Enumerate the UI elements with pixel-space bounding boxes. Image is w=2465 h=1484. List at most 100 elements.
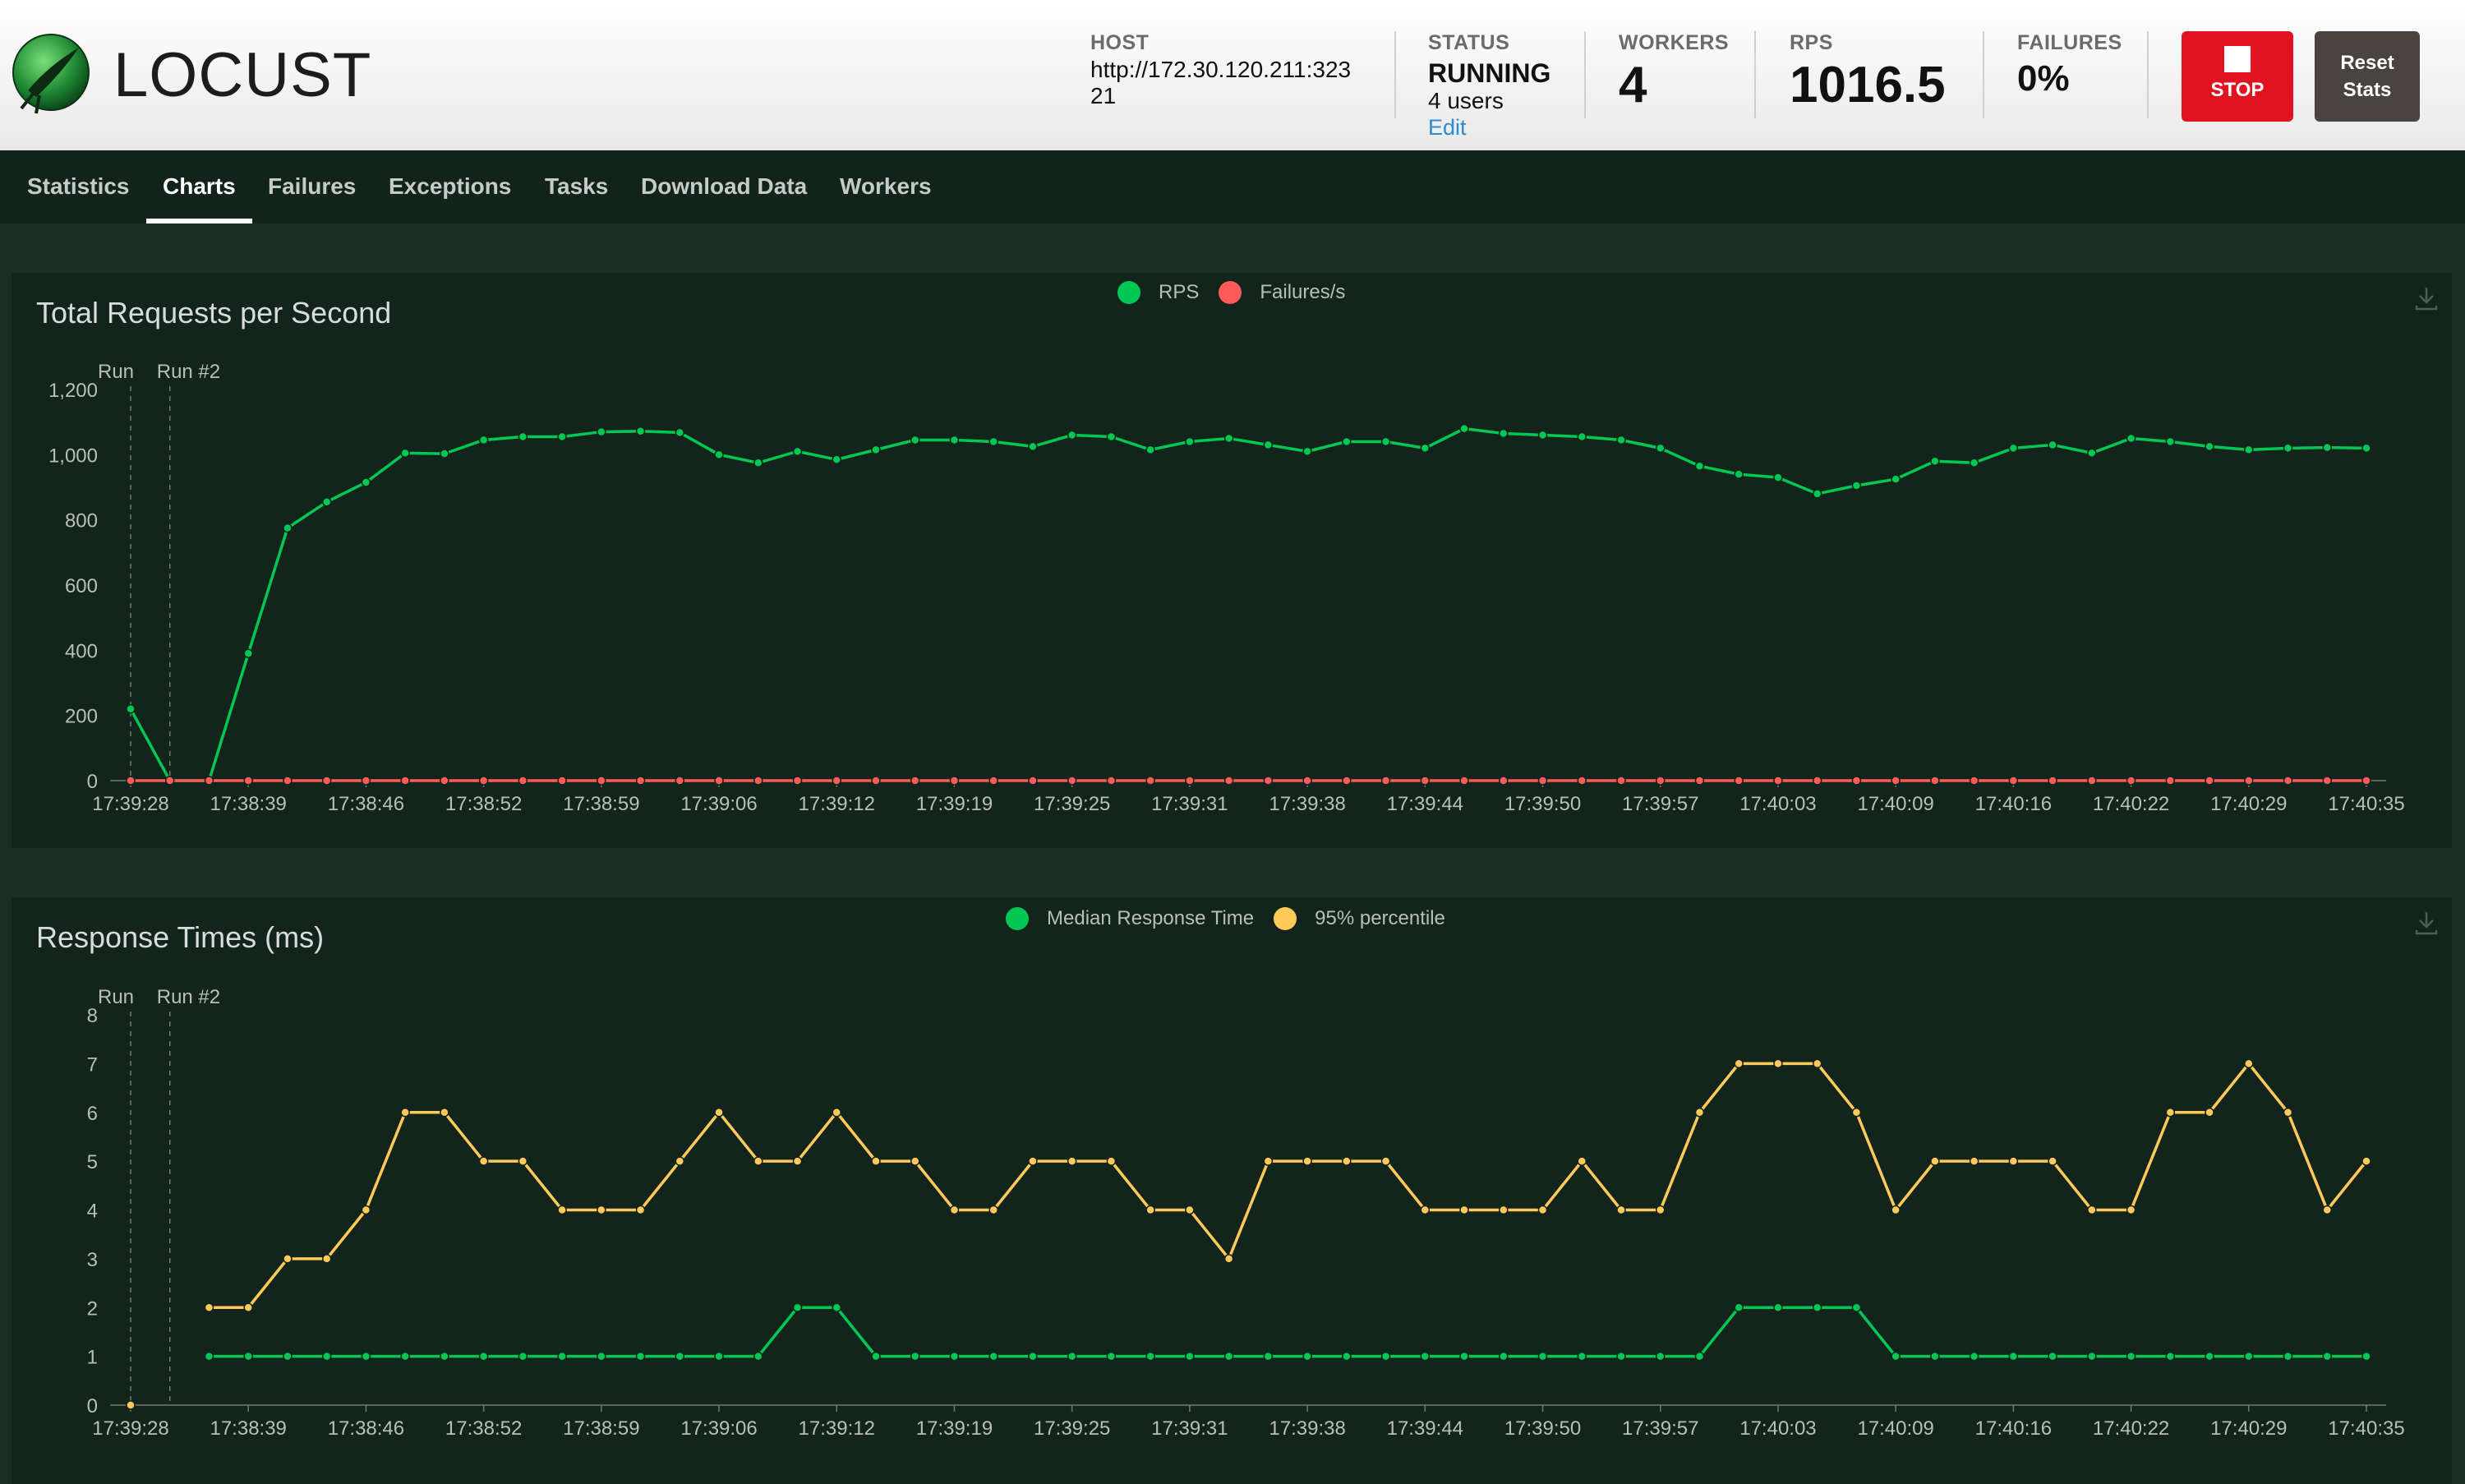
rt-data-point-0 bbox=[949, 1351, 960, 1362]
rps-data-point-1 bbox=[753, 776, 763, 786]
legend-item-p95[interactable]: 95% percentile bbox=[1274, 907, 1445, 930]
rt-data-point-0 bbox=[1577, 1351, 1587, 1362]
rps-data-point-0 bbox=[1106, 431, 1117, 442]
rt-x-tick-label: 17:38:59 bbox=[563, 1417, 639, 1440]
rt-data-point-1 bbox=[910, 1156, 920, 1166]
rt-x-tick-label: 17:39:25 bbox=[1034, 1417, 1110, 1440]
rps-data-point-0 bbox=[832, 454, 842, 465]
rps-data-point-1 bbox=[1734, 776, 1744, 786]
rt-data-point-0 bbox=[1380, 1351, 1391, 1362]
rt-data-point-1 bbox=[1891, 1205, 1901, 1215]
legend-item-median[interactable]: Median Response Time bbox=[1006, 907, 1254, 930]
legend-dot-rps bbox=[1117, 281, 1140, 304]
tab-tasks[interactable]: Tasks bbox=[545, 173, 609, 199]
rt-data-point-0 bbox=[2205, 1351, 2214, 1362]
legend-item-rps[interactable]: RPS bbox=[1117, 281, 1199, 304]
reset-label-line2: Stats bbox=[2343, 79, 2392, 101]
rps-x-tick-label: 17:40:29 bbox=[2210, 793, 2287, 815]
rps-data-point-0 bbox=[1655, 443, 1666, 454]
rt-data-point-0 bbox=[1302, 1351, 1312, 1362]
reset-stats-button[interactable]: Reset Stats bbox=[2315, 31, 2420, 122]
rps-data-point-0 bbox=[1812, 489, 1822, 499]
rt-x-tick-label: 17:39:57 bbox=[1622, 1417, 1698, 1440]
rps-data-point-1 bbox=[1380, 776, 1391, 786]
rt-data-point-1 bbox=[1851, 1108, 1862, 1118]
rt-data-point-1 bbox=[518, 1156, 528, 1166]
tab-download-data[interactable]: Download Data bbox=[641, 173, 808, 199]
rt-data-point-0 bbox=[1342, 1351, 1352, 1362]
rt-data-point-0 bbox=[1537, 1351, 1548, 1362]
rt-data-point-0 bbox=[518, 1351, 528, 1362]
rt-x-tick-label: 17:40:09 bbox=[1857, 1417, 1933, 1440]
rt-data-point-1 bbox=[1145, 1205, 1155, 1215]
rps-data-point-0 bbox=[2244, 445, 2254, 455]
rt-data-point-0 bbox=[557, 1351, 567, 1362]
rps-data-point-1 bbox=[2048, 776, 2057, 786]
rps-data-point-0 bbox=[1851, 481, 1862, 491]
rps-data-point-1 bbox=[910, 776, 920, 786]
rt-data-point-1 bbox=[871, 1156, 881, 1166]
users-count: 4 users bbox=[1428, 88, 1504, 113]
rps-run-marker-label: Run bbox=[98, 361, 134, 383]
legend-label-rps: RPS bbox=[1159, 281, 1200, 303]
rps-data-point-1 bbox=[1655, 776, 1666, 786]
rps-data-point-1 bbox=[1420, 776, 1431, 786]
rt-data-point-1 bbox=[2087, 1205, 2097, 1215]
rps-data-point-0 bbox=[1499, 428, 1509, 439]
rps-x-tick-label: 17:39:57 bbox=[1622, 793, 1698, 815]
rt-data-point-0 bbox=[2244, 1351, 2254, 1362]
tab-failures[interactable]: Failures bbox=[268, 173, 357, 199]
rt-data-point-1 bbox=[1380, 1156, 1391, 1166]
status-value: RUNNING bbox=[1428, 58, 1551, 88]
tab-charts[interactable]: Charts bbox=[146, 150, 252, 224]
stop-button[interactable]: STOP bbox=[2182, 31, 2293, 122]
rps-data-point-0 bbox=[518, 431, 528, 442]
legend-item-failures[interactable]: Failures/s bbox=[1219, 281, 1345, 304]
rps-y-tick-label: 800 bbox=[65, 510, 98, 532]
rt-data-point-1 bbox=[557, 1205, 567, 1215]
edit-users-link[interactable]: Edit bbox=[1428, 115, 1467, 140]
rt-x-tick-label: 17:39:06 bbox=[680, 1417, 757, 1440]
tab-exceptions[interactable]: Exceptions bbox=[389, 173, 512, 199]
rps-data-point-1 bbox=[361, 776, 371, 786]
rt-data-point-0 bbox=[1459, 1351, 1469, 1362]
workers-label: WORKERS bbox=[1619, 31, 1730, 54]
rt-data-point-1 bbox=[597, 1205, 606, 1215]
tab-statistics[interactable]: Statistics bbox=[27, 173, 130, 199]
rt-data-point-0 bbox=[597, 1351, 606, 1362]
rt-data-point-0 bbox=[440, 1351, 449, 1362]
rps-data-point-0 bbox=[1342, 436, 1352, 447]
rps-data-point-1 bbox=[1616, 776, 1626, 786]
rps-data-point-0 bbox=[361, 477, 371, 487]
rps-data-point-1 bbox=[440, 776, 449, 786]
rt-data-point-1 bbox=[126, 1400, 136, 1410]
rt-data-point-1 bbox=[1342, 1156, 1352, 1166]
rt-data-point-0 bbox=[832, 1302, 842, 1312]
rps-data-point-1 bbox=[1969, 776, 1979, 786]
rt-data-point-1 bbox=[1106, 1156, 1117, 1166]
rps-data-point-1 bbox=[2126, 776, 2136, 786]
rt-data-point-0 bbox=[2283, 1351, 2293, 1362]
header-divider bbox=[2147, 31, 2149, 118]
download-icon[interactable] bbox=[2412, 284, 2440, 312]
host-value-line2: 21 bbox=[1090, 83, 1117, 108]
main-tabs: Statistics Charts Failures Exceptions Ta… bbox=[0, 150, 2465, 224]
response-times-chart-legend: Median Response Time 95% percentile bbox=[1006, 907, 1465, 930]
rt-data-point-1 bbox=[832, 1108, 842, 1118]
rps-data-point-0 bbox=[440, 449, 449, 459]
rt-data-point-0 bbox=[2087, 1351, 2097, 1362]
tab-workers[interactable]: Workers bbox=[840, 173, 932, 199]
rps-data-point-0 bbox=[2048, 440, 2057, 450]
download-icon[interactable] bbox=[2412, 909, 2440, 937]
rt-data-point-1 bbox=[1655, 1205, 1666, 1215]
rt-data-point-1 bbox=[283, 1254, 293, 1264]
rt-data-point-0 bbox=[792, 1302, 803, 1312]
rt-data-point-1 bbox=[1930, 1156, 1940, 1166]
rps-data-point-1 bbox=[949, 776, 960, 786]
rt-x-tick-label: 17:40:22 bbox=[2093, 1417, 2169, 1440]
reset-label-line1: Reset bbox=[2340, 52, 2394, 74]
rt-data-point-1 bbox=[1223, 1254, 1234, 1264]
rt-data-point-1 bbox=[2008, 1156, 2019, 1166]
rps-data-point-0 bbox=[1067, 430, 1077, 440]
rps-data-point-0 bbox=[1930, 456, 1940, 467]
